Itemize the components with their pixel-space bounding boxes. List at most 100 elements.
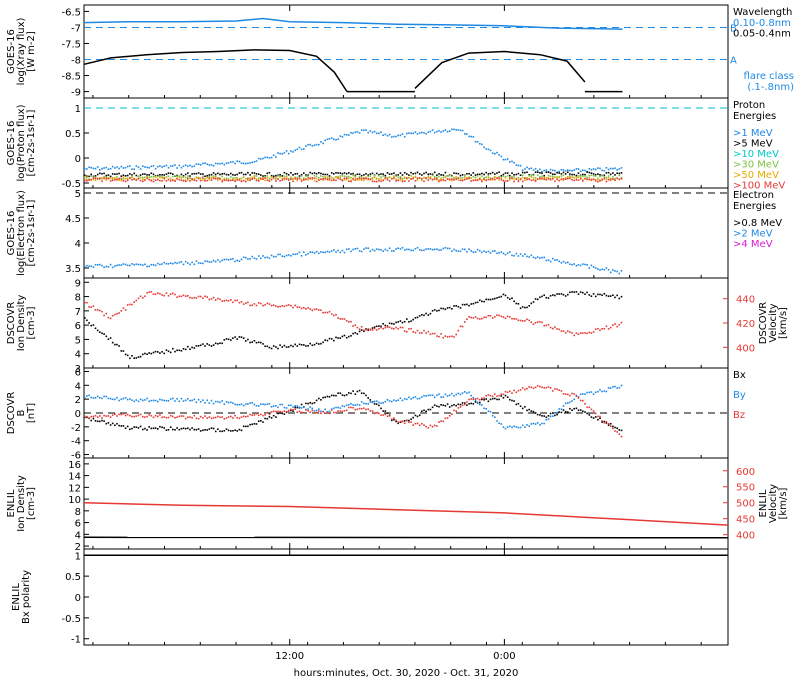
data-point (571, 400, 573, 402)
data-point (135, 263, 138, 265)
data-point (92, 176, 95, 178)
data-point (412, 173, 414, 175)
data-point (594, 412, 597, 415)
data-point (558, 170, 560, 173)
data-point (543, 174, 545, 177)
data-point (236, 403, 238, 406)
data-point (496, 252, 498, 255)
data-point (307, 345, 309, 347)
data-point (337, 138, 339, 140)
data-point (378, 173, 380, 176)
data-point (157, 178, 159, 181)
data-point (292, 180, 294, 183)
data-point (416, 246, 419, 249)
data-point (154, 399, 157, 402)
data-point (148, 426, 150, 428)
data-point (350, 176, 352, 179)
data-point (410, 418, 412, 420)
data-point (225, 258, 228, 261)
data-point (109, 337, 112, 339)
data-point (485, 398, 487, 400)
y-tick-label: 2 (75, 542, 81, 553)
data-point (423, 314, 425, 317)
data-point (103, 314, 105, 317)
data-point (468, 398, 470, 401)
data-point (264, 403, 266, 406)
data-point (513, 161, 515, 164)
data-point (552, 178, 554, 180)
data-point (491, 179, 494, 181)
data-point (193, 296, 196, 299)
data-point (408, 419, 410, 422)
data-point (614, 323, 616, 325)
data-point (412, 424, 414, 426)
data-point (84, 174, 86, 177)
data-point (343, 133, 346, 136)
data-point (90, 419, 92, 422)
data-point (461, 129, 464, 132)
data-point (281, 346, 284, 348)
data-point (466, 303, 468, 306)
data-point (498, 171, 500, 173)
data-point (418, 397, 421, 400)
data-point (365, 177, 367, 180)
data-point (120, 264, 123, 266)
data-point (509, 251, 511, 253)
data-point (159, 414, 161, 416)
data-point (165, 292, 168, 294)
data-point (195, 417, 198, 420)
data-point (165, 164, 168, 167)
data-point (176, 175, 178, 178)
data-point (519, 174, 522, 176)
data-point (459, 325, 462, 328)
data-point (272, 175, 275, 177)
data-point (427, 314, 430, 316)
data-point (451, 404, 453, 407)
data-point (464, 178, 466, 181)
data-point (614, 430, 616, 432)
data-point (567, 402, 569, 404)
data-point (118, 413, 120, 416)
data-point (245, 162, 247, 165)
data-point (88, 178, 90, 181)
data-point (335, 336, 337, 339)
data-point (607, 175, 610, 177)
data-point (268, 416, 271, 418)
data-point (416, 415, 419, 418)
data-point (599, 175, 601, 178)
data-point (541, 321, 543, 324)
data-point (305, 178, 307, 181)
data-point (500, 295, 503, 298)
data-point (547, 297, 550, 299)
data-point (148, 291, 150, 293)
data-point (182, 263, 185, 266)
data-point (406, 398, 408, 401)
data-point (440, 174, 442, 176)
data-point (558, 328, 560, 331)
data-point (114, 413, 116, 415)
data-point (483, 146, 485, 149)
data-point (543, 387, 545, 389)
data-point (489, 172, 492, 175)
data-point (292, 253, 294, 256)
data-point (157, 292, 159, 294)
data-point (481, 251, 483, 254)
data-point (530, 423, 533, 425)
data-point (193, 263, 196, 266)
data-point (433, 171, 436, 174)
data-point (502, 397, 505, 399)
data-point (264, 414, 266, 416)
data-point (541, 178, 543, 180)
data-point (558, 408, 560, 410)
data-point (577, 175, 580, 177)
data-point (526, 166, 528, 169)
data-point (99, 172, 101, 175)
data-point (122, 174, 125, 176)
data-point (210, 164, 213, 166)
data-point (150, 172, 153, 175)
data-point (184, 180, 187, 183)
data-point (483, 399, 485, 401)
data-point (547, 178, 550, 180)
data-point (541, 175, 543, 177)
data-point (597, 177, 599, 180)
